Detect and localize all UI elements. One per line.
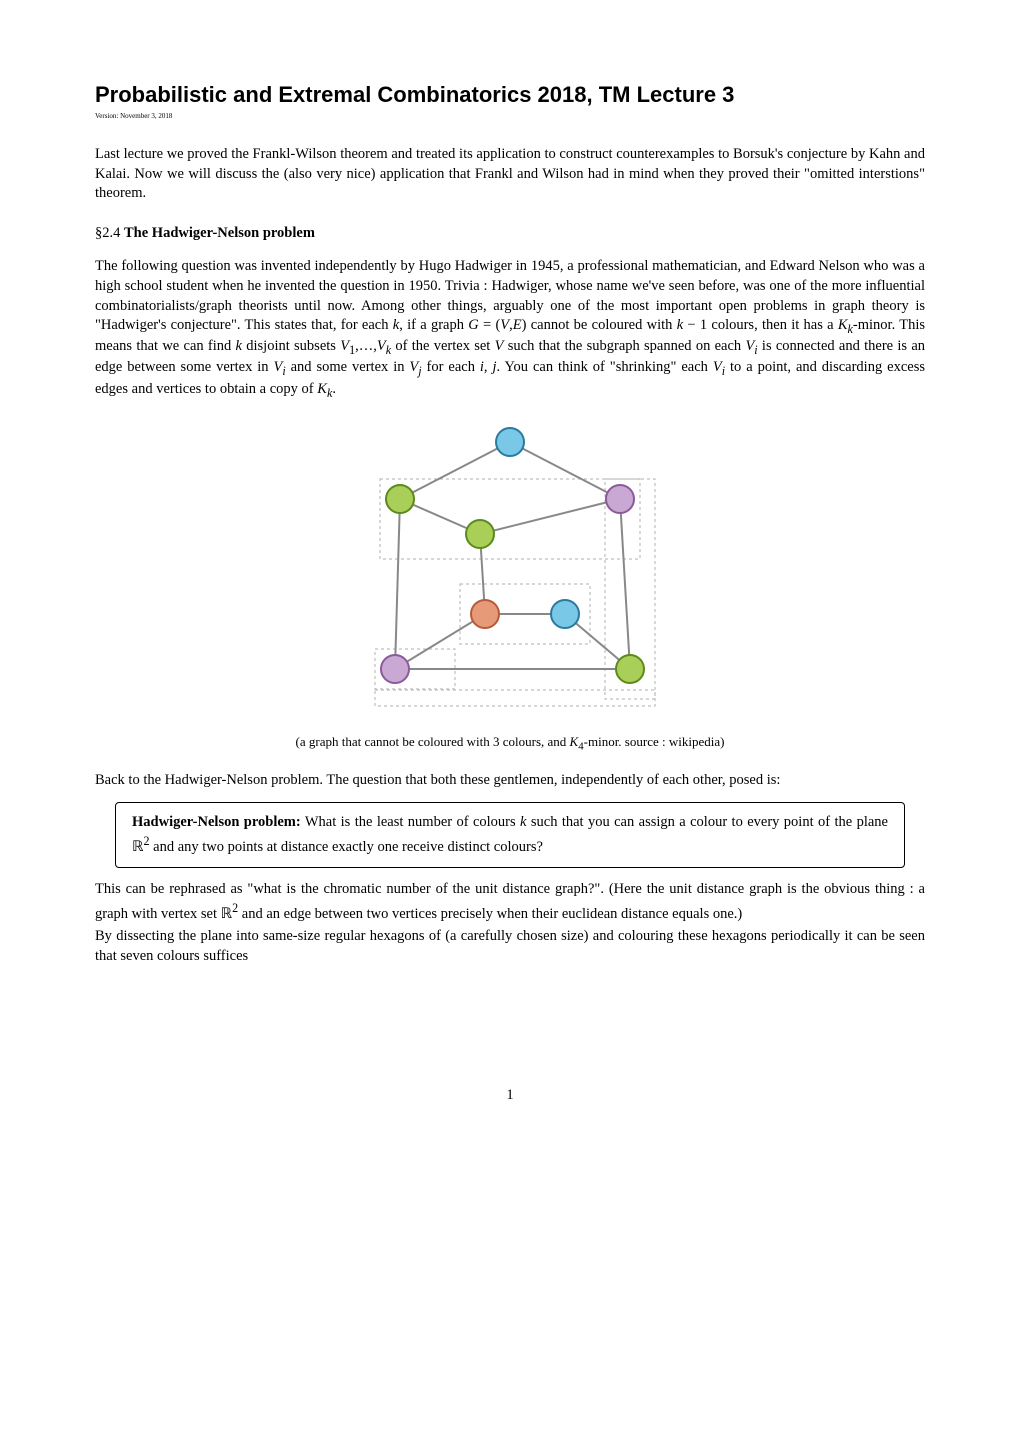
figure-caption: (a graph that cannot be coloured with 3 … [95,733,925,754]
version-label: Version: November 3, 2018 [95,112,925,121]
paragraph-1: The following question was invented inde… [95,257,925,400]
paragraph-3: This can be rephrased as "what is the ch… [95,880,925,924]
page-number: 1 [95,1086,925,1106]
intro-paragraph: Last lecture we proved the Frankl-Wilson… [95,145,925,204]
graph-svg [290,419,730,719]
figure-graph [95,419,925,726]
paragraph-4: By dissecting the plane into same-size r… [95,927,925,966]
section-heading: §2.4 The Hadwiger-Nelson problem§2.4 The… [95,224,925,244]
paragraph-2: Back to the Hadwiger-Nelson problem. The… [95,771,925,791]
page-title: Probabilistic and Extremal Combinatorics… [95,80,925,110]
problem-box: Hadwiger-Nelson problem: What is the lea… [115,802,905,868]
